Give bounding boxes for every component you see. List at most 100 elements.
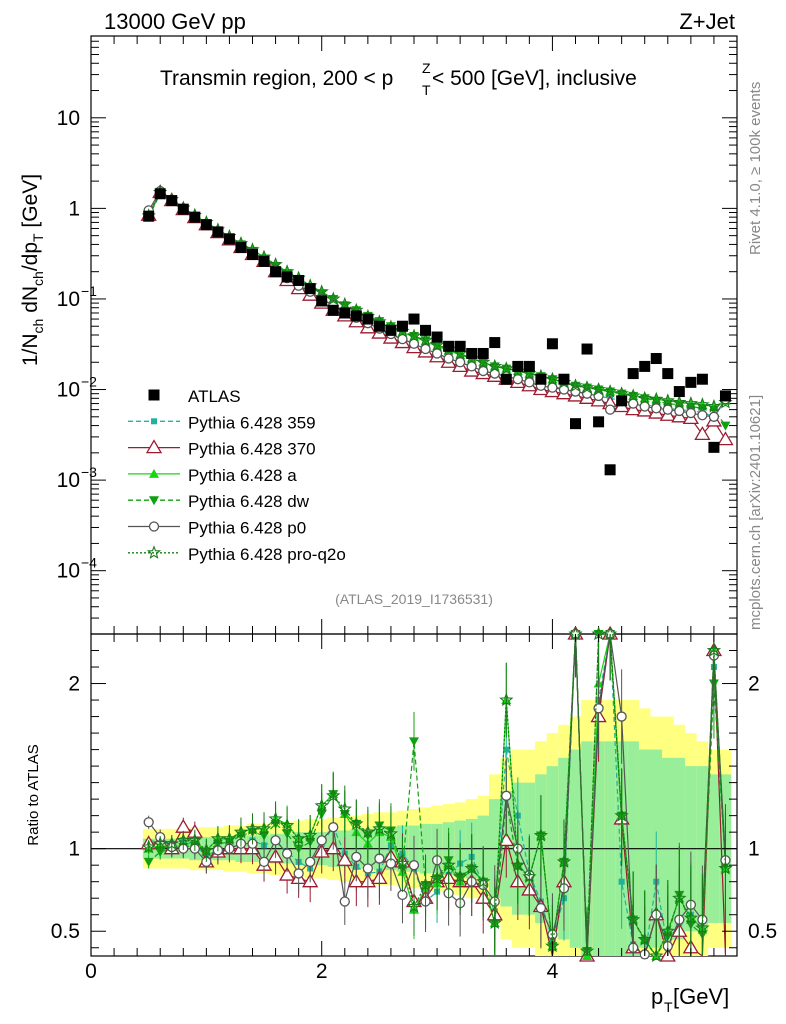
atlas-point xyxy=(396,320,408,332)
atlas-point xyxy=(685,376,697,388)
mc-point xyxy=(547,382,558,393)
legend-entry: Pythia 6.428 a xyxy=(128,466,297,485)
mcplots-label: mcplots.cern.ch [arXiv:2401.10621] xyxy=(747,395,764,630)
mc-point xyxy=(524,377,535,388)
ratio-point xyxy=(233,824,249,839)
ratio-point xyxy=(409,737,419,747)
ratio-point xyxy=(336,851,353,866)
legend-entry: Pythia 6.428 pro-q2o xyxy=(128,545,346,564)
ratio-y-tick-label-right: 0.5 xyxy=(748,920,777,943)
ratio-point xyxy=(372,821,387,835)
atlas-point xyxy=(350,310,362,322)
atlas-point xyxy=(408,313,420,325)
ratio-point xyxy=(143,817,154,828)
plot-title-tail: < 500 [GeV], inclusive xyxy=(432,67,637,90)
mc-point xyxy=(604,404,616,415)
mc-point xyxy=(397,333,408,345)
mc-point xyxy=(568,378,583,392)
ratio-point xyxy=(533,827,549,842)
atlas-point xyxy=(327,304,339,316)
mc-point xyxy=(649,391,664,406)
ratio-point xyxy=(706,643,722,657)
ratio-plot-area: 0.5 0.5 1 1 2 2 0 2 4 xyxy=(51,625,777,983)
atlas-point xyxy=(673,386,685,398)
legend-label: Pythia 6.428 dw xyxy=(188,492,310,511)
atlas-point xyxy=(570,418,581,430)
mc-point xyxy=(662,404,673,415)
mc-point xyxy=(431,348,443,359)
mc-point xyxy=(499,361,514,375)
y-tick-label-exponent: −1 xyxy=(81,283,97,299)
ratio-point xyxy=(718,861,733,875)
mc-point xyxy=(408,338,420,349)
ratio-point xyxy=(660,923,675,938)
atlas-point xyxy=(247,248,258,260)
ratio-point xyxy=(339,896,350,907)
rivet-version-label: Rivet 4.1.0, ≥ 100k events xyxy=(747,82,764,255)
atlas-point xyxy=(270,266,282,278)
main-ylabel: 1/Nch dNch/dpT [GeV] xyxy=(19,174,46,366)
atlas-point xyxy=(512,360,524,372)
mc-point xyxy=(337,296,352,311)
ratio-point xyxy=(501,790,512,801)
ratio-point xyxy=(328,822,339,833)
ratio-point xyxy=(351,851,362,863)
atlas-point xyxy=(316,295,328,307)
ratio-point xyxy=(293,868,304,879)
mc-point xyxy=(339,301,350,311)
mc-point xyxy=(420,343,431,355)
atlas-point xyxy=(385,324,397,336)
ratio-point xyxy=(618,878,625,885)
xlabel: p T [GeV] xyxy=(651,984,729,1015)
mc-point xyxy=(487,358,502,373)
ratio-point xyxy=(616,711,627,722)
mc-point xyxy=(660,393,675,407)
atlas-point xyxy=(200,219,212,231)
atlas-point xyxy=(604,464,616,476)
legend-label: Pythia 6.428 a xyxy=(188,466,297,485)
legend-marker xyxy=(146,545,162,559)
mc-point xyxy=(639,401,650,412)
y-tick-label: 10 xyxy=(57,379,80,402)
mc-point xyxy=(637,390,652,405)
y-tick-label-exponent: −2 xyxy=(81,374,97,390)
ratio-point xyxy=(164,836,179,850)
ratio-point xyxy=(326,788,341,802)
ratio-point xyxy=(464,860,479,875)
atlas-point xyxy=(708,441,720,453)
analysis-id: (ATLAS_2019_I1736531) xyxy=(335,591,493,607)
ratio-point xyxy=(535,902,547,914)
mc-line xyxy=(148,190,726,418)
ratio-point xyxy=(499,692,514,707)
ratio-point xyxy=(256,821,272,835)
legend-label: Pythia 6.428 370 xyxy=(188,440,316,459)
atlas-point xyxy=(696,373,708,385)
mc-point xyxy=(603,384,618,398)
ratio-point xyxy=(143,857,154,867)
mc-point xyxy=(626,388,641,403)
mc-point xyxy=(717,431,734,446)
mc-point xyxy=(406,328,422,343)
mc-point xyxy=(695,397,710,411)
mc-point xyxy=(476,354,491,369)
y-tick-label: 1 xyxy=(68,197,80,220)
ratio-point xyxy=(245,821,260,835)
mc-point xyxy=(706,399,722,413)
atlas-point xyxy=(535,373,547,385)
ratio-point xyxy=(337,801,352,816)
legend-marker xyxy=(145,439,163,454)
legend-entry: Pythia 6.428 359 xyxy=(128,413,316,432)
ratio-point xyxy=(672,890,687,905)
ratio-y-tick-label: 2 xyxy=(68,673,80,696)
plot-title-main: Transmin region, 200 < p xyxy=(160,67,393,90)
mc-point xyxy=(672,394,687,409)
ratio-point xyxy=(626,912,641,926)
ratio-point xyxy=(522,869,537,883)
ratio-point xyxy=(614,808,629,822)
ratio-point xyxy=(695,920,710,935)
ratio-point xyxy=(487,915,502,930)
atlas-point xyxy=(177,203,189,215)
atlas-point xyxy=(258,255,270,267)
mc-point xyxy=(512,374,523,385)
